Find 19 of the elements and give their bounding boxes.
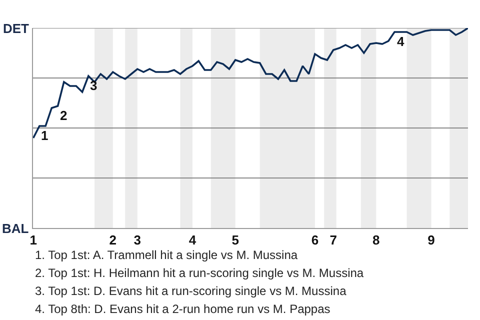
x-tick-label: 8 <box>372 232 380 248</box>
annotation: 3 <box>90 78 98 93</box>
text: DET <box>3 21 30 36</box>
x-tick-label: 5 <box>232 232 239 248</box>
text: 4. Top 8th: D. Evans hit a 2-run home run vs M. Pappas <box>35 302 330 316</box>
annotation: 1 <box>41 128 48 143</box>
text: 1. Top 1st: A. Trammell hit a single vs M. Mussina <box>35 248 298 262</box>
x-tick-label: 3 <box>134 232 142 248</box>
annotation: 2 <box>60 108 68 123</box>
text: 2. Top 1st: H. Heilmann hit a run-scoring single vs M. Mussina <box>35 266 364 280</box>
x-tick-label: 1 <box>30 232 37 248</box>
x-tick-label: 7 <box>330 232 337 248</box>
x-tick-label: 4 <box>188 232 197 248</box>
x-tick-label: 2 <box>109 232 117 248</box>
text: 3. Top 1st: D. Evans hit a run-scoring single vs M. Mussina <box>35 284 347 298</box>
x-tick-label: 6 <box>311 232 319 248</box>
annotation: 4 <box>397 34 405 49</box>
x-tick-label: 9 <box>428 232 435 248</box>
text: BAL <box>2 221 29 236</box>
